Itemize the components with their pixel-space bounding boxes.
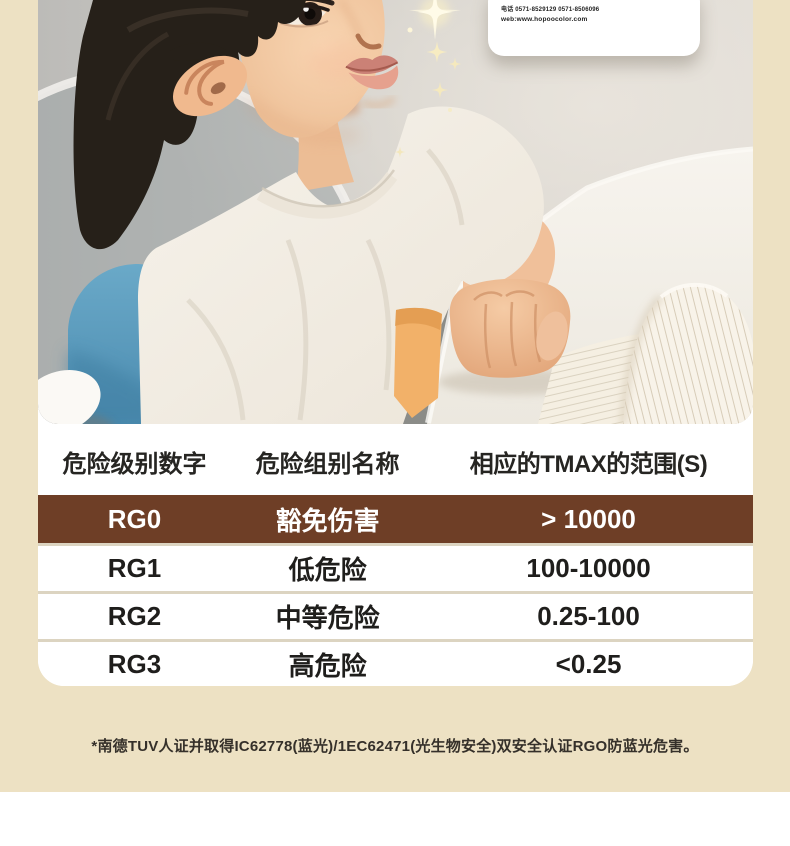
ear (173, 55, 247, 117)
hair-tuft (168, 42, 226, 61)
row-divider (38, 543, 753, 546)
table-row-rg0: RG0 豁免伤害 > 10000 (38, 495, 753, 543)
jaw-shadow (245, 97, 359, 140)
chin-crease (361, 96, 396, 108)
header-tmax-range: 相应的TMAX的范围(S) (469, 451, 708, 478)
table-row-rg1: RG1 低危险 100-10000 (38, 546, 753, 591)
table-row-rg3: RG3 高危险 <0.25 (38, 642, 753, 686)
pocket (394, 307, 442, 418)
group-name: 低危险 (288, 555, 367, 585)
phone-line: 电话 0571-8529129 0571-8506096 (501, 7, 600, 13)
group-name: 中等危险 (275, 603, 380, 633)
tmax-range: 0.25-100 (537, 601, 640, 631)
contact-info-card: 电话 0571-8529129 0571-8506096 web:www.hop… (488, 0, 700, 56)
content-card: 电话 0571-8529129 0571-8506096 web:www.hop… (38, 0, 753, 686)
open-book (538, 282, 753, 424)
tmax-range: > 10000 (541, 503, 636, 534)
risk-level: RG2 (107, 601, 162, 631)
sparkles (394, 0, 462, 158)
group-name: 高危险 (288, 650, 367, 681)
header-risk-level: 危险级别数字 (62, 451, 207, 478)
product-photo: 电话 0571-8529129 0571-8506096 web:www.hop… (38, 0, 753, 424)
photo-illustration (38, 0, 753, 424)
row-divider (38, 639, 753, 642)
risk-level: RG1 (107, 553, 162, 583)
tshirt (138, 106, 544, 424)
table-row-rg2: RG2 中等危险 0.25-100 (38, 594, 753, 639)
lips (345, 55, 399, 90)
shirt-folds (186, 148, 465, 421)
header-group-name: 危险组别名称 (255, 451, 400, 478)
risk-level: RG0 (107, 503, 162, 534)
bottom-white-area (0, 792, 790, 846)
fist (449, 278, 571, 378)
row-divider (38, 591, 753, 594)
tmax-range: <0.25 (555, 648, 622, 679)
group-name: 豁免伤害 (275, 505, 380, 536)
nostril (355, 33, 382, 50)
table-header-row: 危险级别数字 危险组别名称 相应的TMAX的范围(S) (38, 424, 753, 495)
boy (73, 0, 571, 424)
cheek-blush (308, 42, 368, 82)
book-curved-page (623, 284, 753, 424)
certification-footnote: *南德TUV人证并取得IC62778(蓝光)/1EC62471(光生物安全)双安… (91, 738, 699, 755)
collar (256, 172, 398, 219)
tmax-range: 100-10000 (526, 553, 651, 583)
website-line: web:www.hopoocolor.com (501, 16, 588, 23)
risk-level: RG3 (107, 648, 162, 679)
